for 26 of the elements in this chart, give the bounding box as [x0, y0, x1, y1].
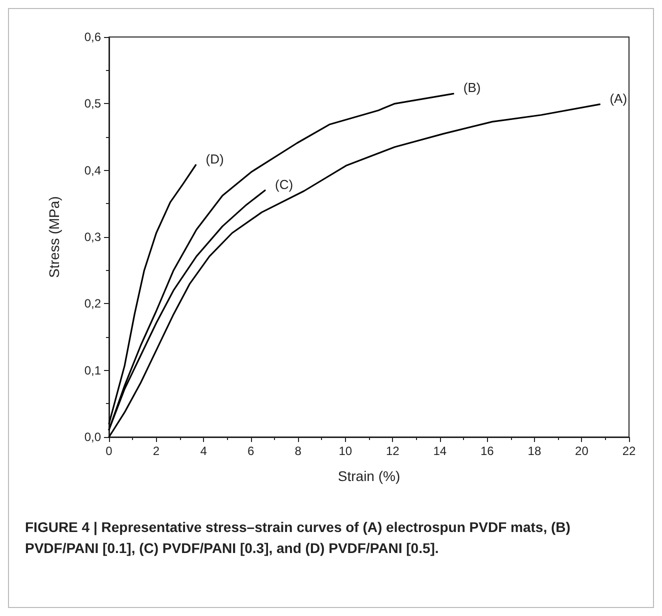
x-tick-label: 18	[528, 444, 542, 458]
x-tick-label: 12	[386, 444, 400, 458]
x-axis-title: Strain (%)	[338, 468, 400, 484]
x-tick-label: 4	[200, 444, 208, 458]
series-label: (A)	[610, 90, 628, 106]
y-tick-label: 0,6	[84, 30, 102, 44]
x-tick-label: 16	[480, 444, 494, 458]
x-tick-label: 14	[433, 444, 447, 458]
x-tick-label: 0	[106, 444, 113, 458]
x-tick-label: 6	[247, 444, 254, 458]
x-tick-label: 22	[622, 444, 636, 458]
series-label: (B)	[463, 80, 481, 96]
x-tick-label: 2	[152, 444, 160, 458]
x-tick-label: 8	[294, 444, 302, 458]
caption: FIGURE 4 | Representative stress–strain curves of (A) electrospun PVDF mats, (B) PVDF/PANI [0.1], (C) PVDF/PANI [0.3], and (D) PVDF/PANI [0.5].	[24, 518, 572, 558]
series-label: (D)	[206, 152, 224, 166]
y-tick-label: 0,2	[84, 296, 102, 311]
x-tick-label: 10	[338, 444, 352, 458]
y-tick-label: 0,0	[84, 430, 102, 444]
y-tick-label: 0,3	[84, 230, 102, 244]
y-tick-label: 0,4	[84, 163, 102, 178]
y-tick-label: 0,1	[84, 363, 102, 378]
series-label: (C)	[275, 176, 294, 192]
x-tick-label: 20	[575, 444, 589, 458]
y-axis-title: Stress (MPa)	[46, 196, 62, 278]
y-tick-label: 0,5	[84, 96, 102, 111]
